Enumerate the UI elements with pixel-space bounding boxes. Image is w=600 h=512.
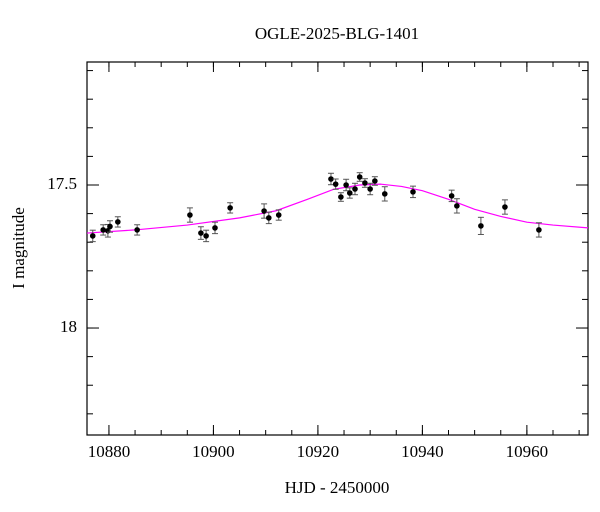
- y-axis-label: I magnitude: [9, 207, 28, 289]
- data-point: [448, 193, 455, 199]
- data-point: [212, 225, 218, 231]
- x-tick-label: 10920: [297, 442, 340, 461]
- data-point: [381, 191, 388, 197]
- data-point: [134, 227, 140, 233]
- data-point: [478, 223, 484, 229]
- x-tick-label: 10960: [506, 442, 549, 461]
- data-point: [266, 215, 272, 221]
- data-point: [227, 205, 233, 211]
- data-point: [346, 190, 353, 196]
- data-point: [261, 208, 267, 214]
- y-tick-label: 18: [60, 317, 77, 336]
- data-point: [187, 212, 193, 218]
- data-point: [198, 230, 204, 236]
- data-point: [536, 227, 542, 233]
- data-point: [338, 194, 344, 200]
- data-point: [502, 204, 508, 210]
- data-point: [115, 219, 121, 225]
- x-tick-label: 10900: [192, 442, 235, 461]
- data-point: [410, 189, 416, 195]
- data-point: [362, 180, 368, 186]
- data-point: [352, 186, 358, 192]
- y-tick-label: 17.5: [47, 174, 77, 193]
- data-point: [203, 233, 209, 239]
- data-point: [332, 181, 339, 187]
- data-point: [107, 223, 113, 230]
- x-tick-label: 10880: [88, 442, 131, 461]
- plot-frame: [86, 61, 589, 436]
- x-tick-label: 10940: [401, 442, 444, 461]
- data-point: [275, 212, 282, 218]
- data-point: [343, 182, 349, 188]
- data-point: [100, 227, 106, 233]
- data-point: [372, 178, 378, 184]
- model-curve: [86, 183, 589, 234]
- chart-title: OGLE-2025-BLG-1401: [255, 24, 419, 43]
- x-axis-label: HJD - 2450000: [285, 478, 390, 497]
- data-point: [454, 203, 460, 209]
- data-point: [89, 233, 96, 239]
- data-point: [356, 174, 363, 180]
- data-point: [328, 176, 334, 182]
- data-point: [367, 186, 373, 192]
